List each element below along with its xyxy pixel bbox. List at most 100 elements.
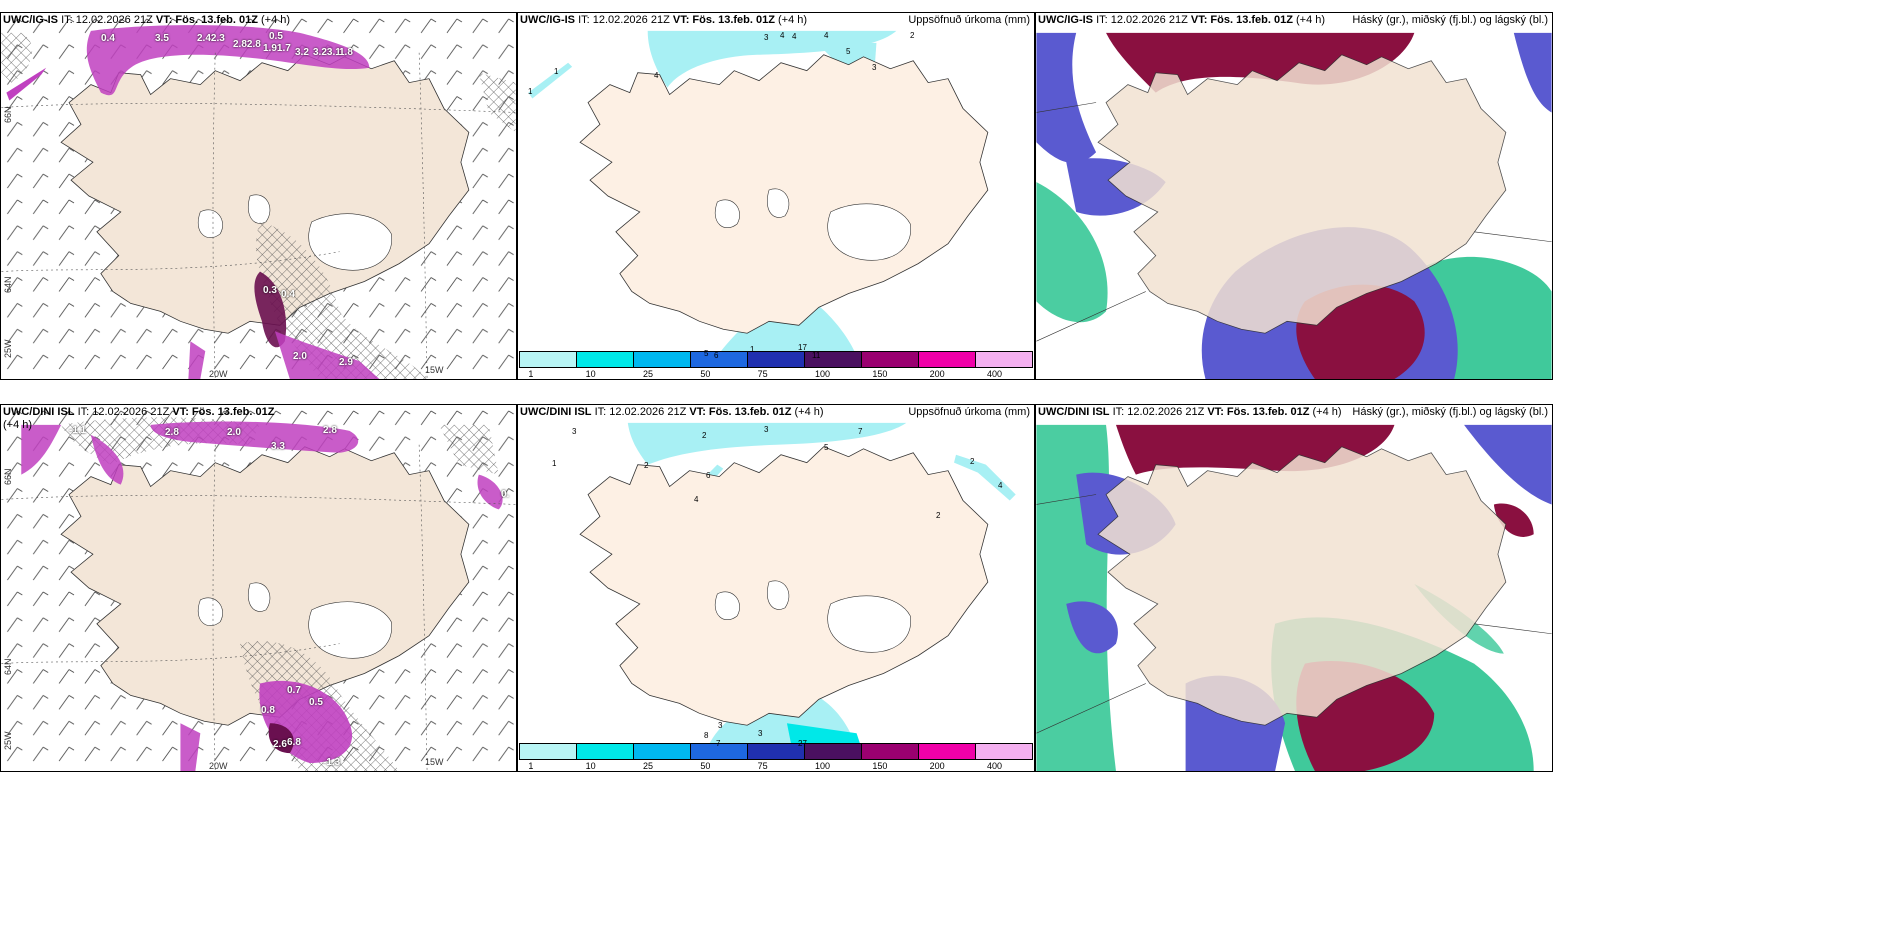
colorbar-tick-label: 200 — [929, 761, 945, 771]
colorbar-swatch — [520, 744, 577, 759]
value-label: 0. — [501, 489, 510, 500]
precip-area-north — [627, 422, 907, 465]
colorbar-tick-label: 1 — [528, 369, 534, 379]
precip-label: 17 — [798, 343, 807, 352]
value-label: 0.4 — [101, 33, 115, 44]
colorbar-tick-label: 75 — [757, 761, 768, 771]
glacier-vatnajokull — [827, 595, 911, 653]
mid-cloud-northeast — [1464, 424, 1552, 505]
panel-title: UWC/DINI ISL IT: 12.02.2026 21Z VT: Fös.… — [520, 406, 824, 418]
colorbar-tick-label: 25 — [642, 761, 653, 771]
value-label: 2.8 — [323, 425, 337, 436]
hatched-area-ne — [439, 424, 499, 475]
precip-label: 5 — [704, 349, 709, 358]
precip-label: 11 — [812, 351, 821, 360]
colorbar-swatch — [634, 352, 691, 367]
precip-label: 27 — [798, 739, 807, 748]
cloud-map — [1036, 424, 1552, 771]
lat-label-64n: 64N — [3, 658, 13, 675]
glacier-langjokull — [715, 199, 740, 228]
value-label: -1.3 — [323, 757, 341, 768]
precip-label: 1 — [552, 459, 557, 468]
precip-band-southwest — [188, 341, 206, 379]
panel-title: UWC/DINI ISL IT: 12.02.2026 21Z VT: Fös.… — [1038, 406, 1342, 418]
glacier-langjokull — [198, 209, 223, 238]
precip-colorbar: 1 10 25 50 75 100 150 200 400 — [518, 743, 1034, 771]
hatched-area — [255, 221, 430, 379]
precip-label: 4 — [824, 31, 829, 40]
precip-label: 3 — [572, 427, 577, 436]
precip-band-east — [477, 474, 503, 510]
precip-band-nw — [21, 424, 62, 475]
precip-map — [528, 30, 989, 357]
colorbar-tick-label: 50 — [700, 761, 711, 771]
value-label: 2.6 — [273, 739, 287, 750]
precip-band-westfjords — [90, 434, 124, 485]
panel-variable-title: Uppsöfnuð úrkoma (mm) — [908, 406, 1030, 418]
value-label: 3.2 — [295, 47, 309, 58]
colorbar-swatch — [691, 744, 748, 759]
lat-label-66n: 66N — [3, 468, 13, 485]
glacier-hofsjokull — [248, 582, 271, 612]
precip-area-south-core — [786, 723, 862, 749]
precip-core-south — [268, 723, 294, 754]
lon-label-15w: 15W — [425, 757, 444, 767]
precip-label: 3 — [764, 33, 769, 42]
panel-title: UWC/IG-IS IT: 12.02.2026 21Z VT: Fös. 13… — [520, 14, 808, 26]
colorbar-swatch — [805, 352, 862, 367]
colorbar-swatch — [577, 352, 634, 367]
lon-label-15w: 15W — [425, 365, 444, 375]
precip-label: 2 — [644, 461, 649, 470]
lon-label-20w: 20W — [209, 369, 228, 379]
glacier-vatnajokull — [308, 601, 392, 659]
wind-map — [1, 13, 516, 379]
colorbar-swatch — [691, 352, 748, 367]
precip-label: 3 — [872, 63, 877, 72]
colorbar-swatch — [976, 744, 1032, 759]
colorbar-tick-label: 150 — [872, 761, 888, 771]
value-label: 2.0 — [293, 351, 307, 362]
precip-label: 2 — [910, 31, 915, 40]
colorbar-tick-label: 100 — [814, 369, 831, 379]
lon-label-20w: 20W — [209, 761, 228, 771]
colorbar-tick-label: 150 — [872, 369, 888, 379]
colorbar-swatch — [805, 744, 862, 759]
lat-label-66n: 66N — [3, 106, 13, 123]
value-label: 0.8 — [261, 705, 275, 716]
precip-label: 3 — [764, 425, 769, 434]
colorbar-swatch — [919, 744, 976, 759]
precip-label: 2 — [936, 511, 941, 520]
map-panel-accumulated-precip-dini-isl: UWC/DINI ISL IT: 12.02.2026 21Z VT: Fös.… — [517, 404, 1035, 772]
glacier-vatnajokull — [827, 203, 911, 261]
value-label: 3.5 — [155, 33, 169, 44]
colorbar-tick-label: 1 — [528, 761, 534, 771]
iceland-land — [1097, 446, 1507, 726]
value-label: 0.4 — [281, 289, 295, 300]
colorbar-tick-label: 400 — [986, 761, 1003, 771]
precip-label: 8 — [704, 731, 709, 740]
precip-area-east — [954, 454, 1016, 501]
precip-band-southwest — [180, 723, 201, 771]
panel-title: UWC/IG-IS IT: 12.02.2026 21Z VT: Fös. 13… — [3, 14, 291, 26]
value-label: -1.1 — [69, 425, 87, 436]
value-label: 2.82.8 — [233, 39, 261, 50]
value-label: 2.8 — [165, 427, 179, 438]
precip-label: 4 — [694, 495, 699, 504]
precip-label: 4 — [780, 31, 785, 40]
value-label: 1.8 — [339, 47, 353, 58]
lon-label-25w: 25W — [3, 731, 13, 750]
precip-label: 7 — [716, 739, 721, 748]
colorbar-swatch — [976, 352, 1032, 367]
precip-label: 6 — [706, 471, 711, 480]
map-panel-accumulated-precip-ig-is: UWC/IG-IS IT: 12.02.2026 21Z VT: Fös. 13… — [517, 12, 1035, 380]
cloud-map — [1036, 32, 1552, 379]
precip-label: 1 — [750, 345, 755, 354]
glacier-hofsjokull — [248, 194, 271, 224]
hatched-area-ne — [478, 72, 516, 133]
precip-label: 1 — [554, 67, 559, 76]
glacier-langjokull — [715, 591, 740, 620]
colorbar-swatch — [520, 352, 577, 367]
panel-variable-title: Háský (gr.), miðský (fj.bl.) og lágský (… — [1352, 14, 1548, 26]
precip-label: 5 — [824, 443, 829, 452]
colorbar-swatch — [577, 744, 634, 759]
